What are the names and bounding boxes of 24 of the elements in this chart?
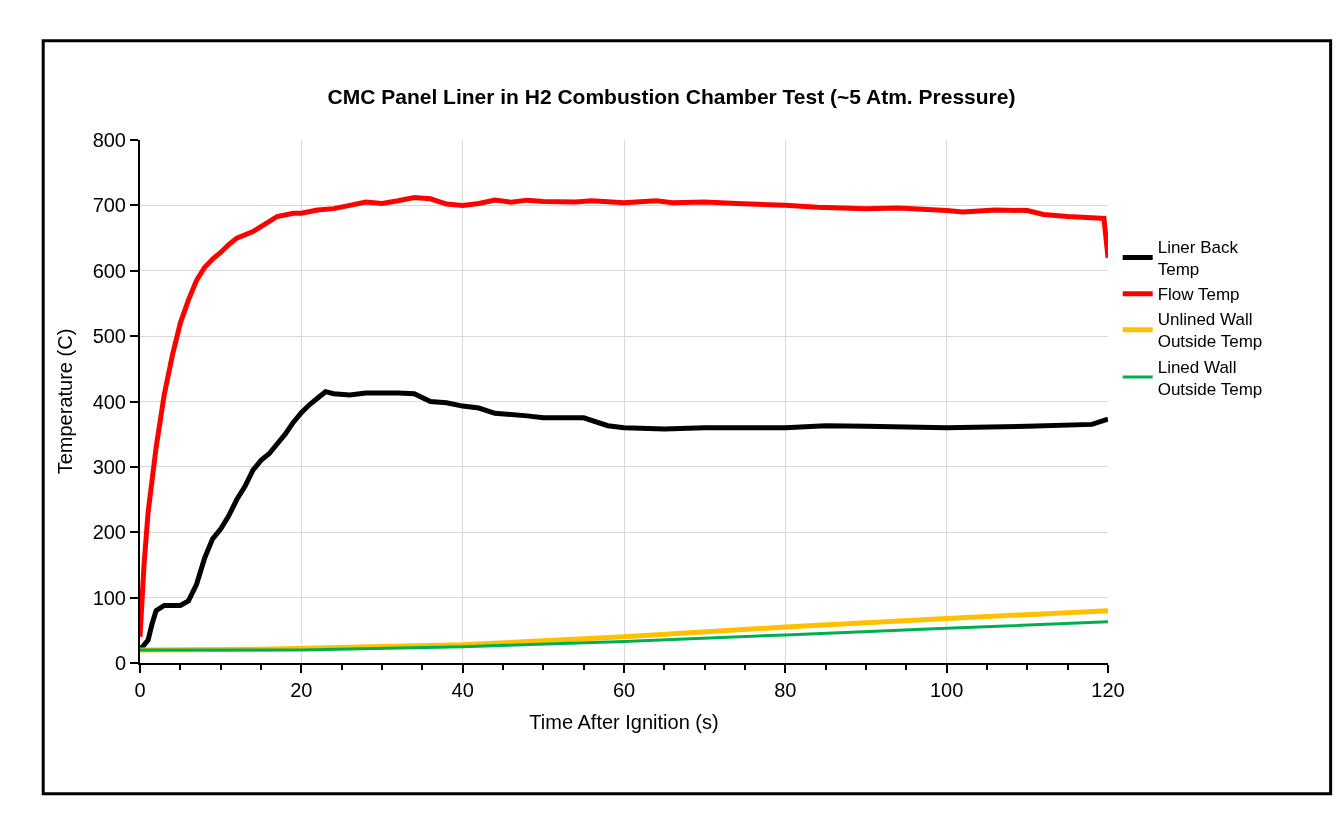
x-tick-label: 0 (134, 679, 146, 701)
legend-label: Lined Wall Outside Temp (1157, 357, 1263, 399)
chart-title: CMC Panel Liner in H2 Combustion Chamber Test (~5 Atm. Pressure) (327, 85, 1016, 109)
x-tick-label: 80 (774, 679, 797, 701)
x-tick-label: 20 (290, 679, 313, 701)
x-tick-label: 60 (612, 679, 636, 701)
y-tick-label: 300 (92, 455, 126, 478)
y-axis-title: Temperature (C) (53, 328, 76, 475)
legend-label: Liner Back Temp (1157, 238, 1239, 280)
legend-label: Unlined Wall Outside Temp (1157, 310, 1263, 352)
y-tick-label: 600 (92, 259, 126, 282)
y-tick-label: 200 (92, 521, 126, 544)
x-tick-label: 40 (451, 679, 474, 701)
y-tick-label: 0 (114, 652, 126, 674)
y-tick-label: 800 (92, 129, 126, 151)
y-tick-label: 400 (92, 390, 126, 413)
y-tick-label: 700 (92, 194, 126, 217)
line-series (140, 620, 1108, 652)
y-tick-label: 500 (92, 325, 126, 348)
legend-label: Flow Temp (1157, 285, 1240, 305)
y-tick-label: 100 (92, 586, 126, 609)
x-tick-label: 120 (1091, 679, 1125, 701)
x-tick-label: 100 (929, 679, 964, 701)
x-axis-title: Time After Ignition (s) (529, 711, 719, 733)
